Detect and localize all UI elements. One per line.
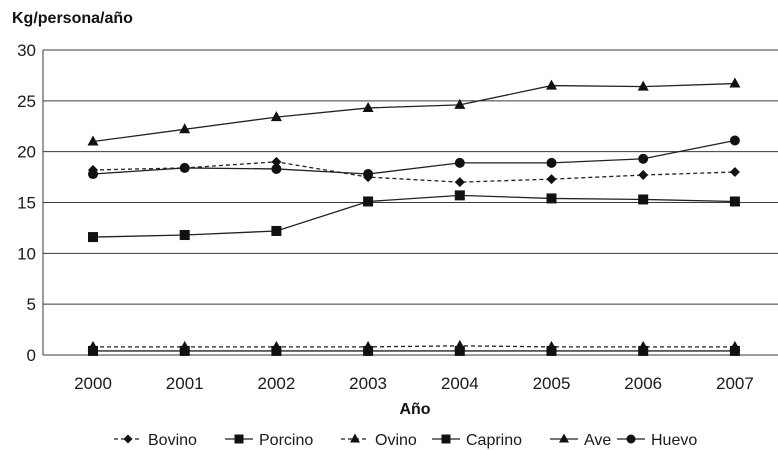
point-bovino — [546, 174, 557, 185]
y-tick-label: 20 — [17, 143, 36, 162]
x-axis-label: Año — [399, 401, 430, 418]
series-ave — [87, 77, 741, 146]
x-tick-label: 2001 — [166, 374, 204, 393]
point-huevo — [88, 169, 98, 180]
point-porcino — [363, 196, 374, 207]
legend-marker-huevo — [626, 434, 636, 444]
point-bovino — [729, 167, 740, 177]
point-ave — [729, 77, 741, 88]
point-huevo — [546, 157, 557, 168]
point-porcino — [88, 232, 98, 243]
series-line-porcino — [92, 194, 735, 238]
legend-item-bovino: Bovino — [114, 432, 197, 449]
point-caprino — [363, 345, 374, 356]
point-ave — [637, 80, 649, 91]
point-ave — [179, 123, 191, 134]
point-huevo — [179, 162, 190, 173]
series-line-ave — [92, 82, 735, 143]
legend-label-bovino: Bovino — [148, 432, 197, 449]
point-porcino — [454, 190, 465, 201]
series-line-ovino — [93, 345, 735, 348]
legend: Bovino Porcino Ovino Caprino Ave Huevo — [114, 432, 697, 449]
point-porcino — [271, 225, 282, 236]
gridlines — [42, 49, 778, 356]
legend-label-caprino: Caprino — [466, 432, 522, 449]
y-tick-label: 0 — [27, 346, 36, 365]
series-porcino — [88, 190, 740, 243]
series-caprino — [88, 345, 740, 356]
x-tick-labels: 2000 2001 2002 2003 2004 2005 2006 2007 — [74, 374, 754, 393]
point-huevo — [729, 135, 740, 146]
point-caprino — [179, 345, 190, 356]
legend-label-porcino: Porcino — [259, 432, 313, 449]
point-huevo — [454, 157, 465, 168]
series-line-huevo — [92, 139, 736, 175]
point-caprino — [454, 345, 465, 356]
point-caprino — [546, 345, 557, 356]
point-caprino — [271, 345, 282, 356]
point-porcino — [546, 193, 557, 204]
point-porcino — [638, 194, 649, 205]
point-huevo — [638, 153, 649, 164]
legend-item-ave: Ave — [550, 432, 611, 449]
x-tick-label: 2007 — [716, 374, 754, 393]
x-tick-label: 2003 — [349, 374, 387, 393]
legend-marker-ovino — [350, 433, 360, 443]
legend-marker-bovino — [123, 434, 133, 444]
point-ave — [546, 79, 557, 90]
legend-label-ave: Ave — [584, 432, 611, 449]
y-tick-labels: 0 5 10 15 20 25 30 — [17, 41, 36, 365]
y-tick-label: 15 — [17, 194, 36, 213]
legend-marker-ave — [559, 433, 569, 443]
point-porcino — [729, 196, 740, 207]
legend-label-ovino: Ovino — [375, 432, 417, 449]
point-porcino — [179, 230, 190, 241]
point-caprino — [638, 345, 649, 356]
series-lines — [87, 77, 741, 356]
legend-marker-caprino — [441, 434, 451, 444]
legend-item-ovino: Ovino — [341, 432, 417, 449]
point-ave — [454, 98, 466, 109]
point-caprino — [88, 345, 98, 356]
series-line-bovino — [92, 161, 735, 183]
y-tick-label: 25 — [17, 92, 36, 111]
point-huevo — [271, 163, 282, 174]
point-ave — [362, 101, 374, 112]
series-huevo — [88, 135, 740, 180]
x-tick-label: 2005 — [533, 374, 571, 393]
x-tick-label: 2006 — [624, 374, 662, 393]
legend-label-huevo: Huevo — [651, 432, 697, 449]
x-tick-label: 2004 — [441, 374, 479, 393]
point-bovino — [454, 177, 465, 188]
legend-marker-porcino — [234, 434, 244, 444]
y-tick-label: 5 — [27, 295, 36, 314]
point-bovino — [271, 156, 282, 167]
y-axis-label: Kg/persona/año — [12, 10, 133, 27]
point-ave — [270, 111, 282, 122]
legend-item-huevo: Huevo — [617, 432, 697, 449]
legend-item-caprino: Caprino — [432, 432, 522, 449]
point-bovino — [638, 170, 649, 181]
point-huevo — [363, 169, 374, 180]
y-tick-label: 10 — [17, 244, 36, 263]
y-tick-label: 30 — [17, 41, 36, 60]
x-tick-label: 2002 — [257, 374, 295, 393]
x-tick-label: 2000 — [74, 374, 112, 393]
point-ave — [87, 135, 99, 146]
legend-item-porcino: Porcino — [225, 432, 313, 449]
point-caprino — [729, 345, 740, 356]
